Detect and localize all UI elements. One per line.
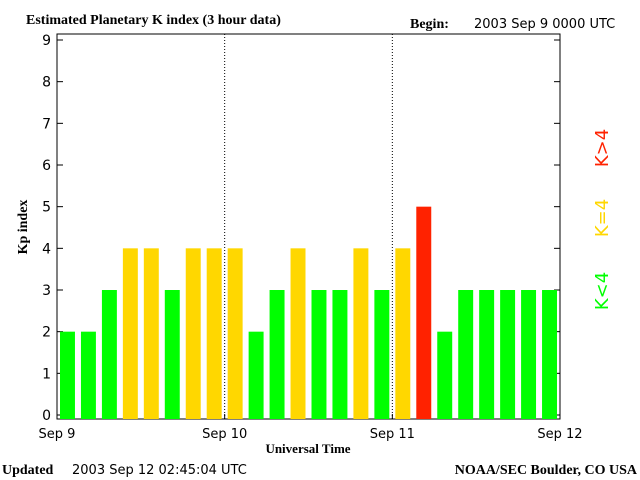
kp-bar	[479, 290, 495, 419]
x-tick-label: Sep 11	[370, 427, 415, 442]
credit-text: NOAA/SEC Boulder, CO USA	[455, 463, 638, 478]
kp-bar	[395, 248, 411, 419]
kp-bar	[521, 290, 537, 419]
updated-label: Updated	[2, 463, 54, 478]
legend-equal: K=4	[592, 199, 613, 237]
kp-bar	[143, 248, 159, 419]
y-tick-label: 0	[42, 408, 51, 424]
begin-value: 2003 Sep 9 0000 UTC	[474, 17, 615, 32]
plot-area	[56, 33, 561, 420]
kp-bar	[269, 290, 285, 419]
kp-bar	[416, 206, 432, 419]
kp-bar	[185, 248, 201, 419]
y-tick-label: 9	[42, 33, 51, 49]
y-tick-label: 7	[42, 116, 51, 132]
legend-low: K<4	[592, 272, 613, 310]
bars	[60, 206, 557, 419]
kp-bar	[353, 248, 369, 419]
kp-bar	[290, 248, 306, 419]
day-separator-lines	[224, 34, 393, 419]
kp-bar	[122, 248, 138, 419]
kp-bar	[437, 331, 453, 419]
x-tick-label: Sep 12	[537, 427, 582, 442]
kp-bar	[332, 290, 348, 419]
y-axis-label: Kp index	[16, 200, 31, 255]
kp-bar	[458, 290, 474, 419]
begin-label: Begin:	[410, 17, 449, 32]
kp-bar	[101, 290, 117, 419]
kp-bar	[542, 290, 557, 419]
x-axis-label: Universal Time	[265, 441, 350, 456]
kp-bar	[80, 331, 96, 419]
y-tick-label: 5	[42, 200, 51, 216]
kp-bar	[227, 248, 243, 419]
x-tick-label: Sep 10	[202, 427, 247, 442]
legend-high: K>4	[592, 129, 613, 167]
y-tick-label: 8	[42, 75, 51, 91]
x-tick-label: Sep 9	[39, 427, 76, 442]
kp-bar	[206, 248, 222, 419]
y-tick-label: 2	[42, 325, 51, 341]
kp-bar	[311, 290, 327, 419]
kp-bar	[374, 290, 390, 419]
kp-bar	[60, 331, 75, 419]
kp-bar	[500, 290, 516, 419]
y-tick-label: 3	[42, 283, 51, 299]
y-tick-label: 1	[42, 366, 51, 382]
updated-value: 2003 Sep 12 02:45:04 UTC	[72, 463, 247, 478]
y-tick-label: 4	[42, 241, 51, 257]
y-tick-label: 6	[42, 158, 51, 174]
kp-bar	[248, 331, 264, 419]
chart-title: Estimated Planetary K index (3 hour data…	[26, 13, 281, 28]
kp-bar	[164, 290, 180, 419]
x-axis-ticks: Sep 9 Sep 10 Sep 11 Sep 12	[39, 414, 583, 442]
